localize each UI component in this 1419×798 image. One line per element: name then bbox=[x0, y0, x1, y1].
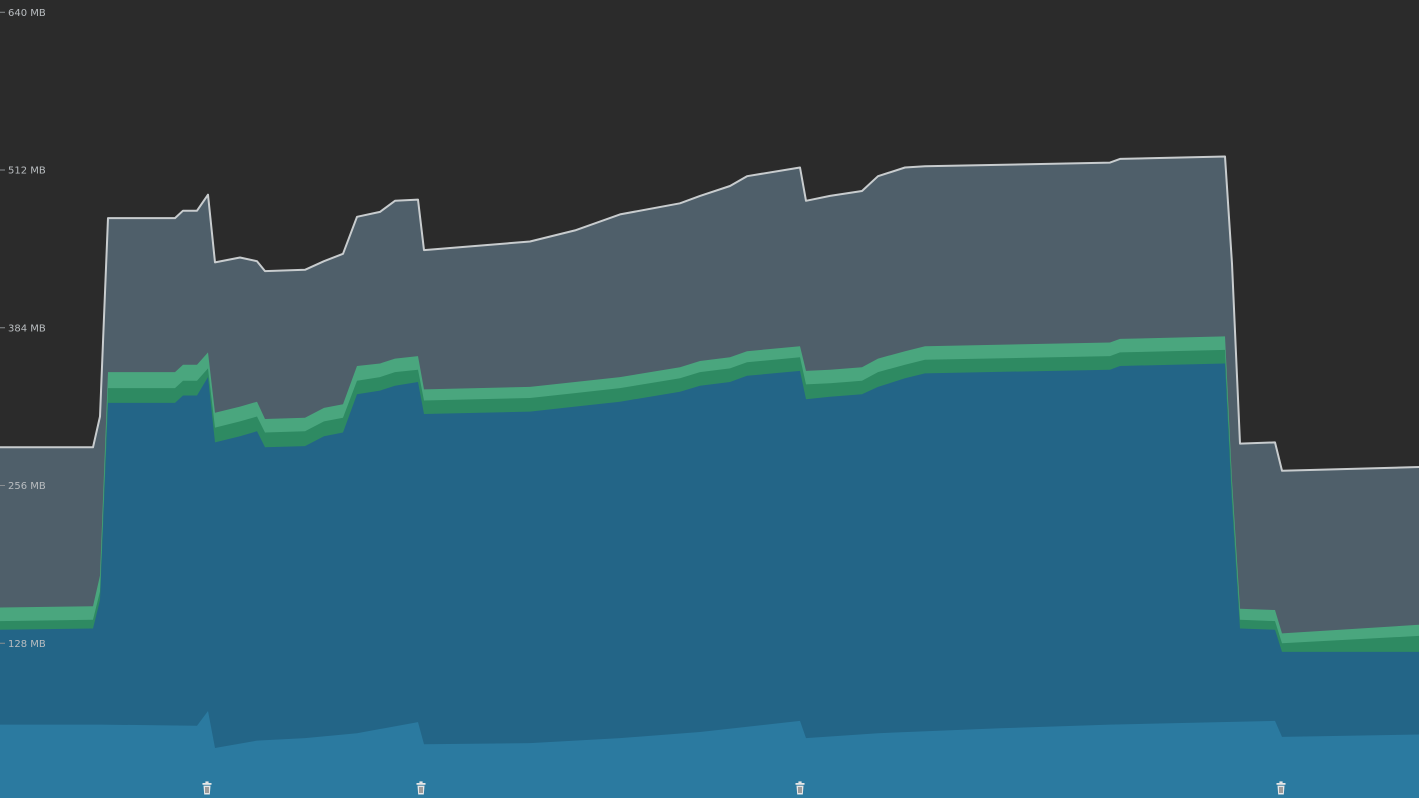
trash-icon-handle bbox=[419, 781, 423, 784]
area-main-blue bbox=[0, 363, 1419, 798]
trash-icon-lid bbox=[795, 783, 805, 785]
total-line bbox=[0, 155, 1419, 472]
trash-icon-handle bbox=[798, 781, 802, 784]
trash-icon[interactable] bbox=[416, 781, 426, 795]
trash-icon[interactable] bbox=[1276, 781, 1286, 795]
trash-icon-body bbox=[796, 785, 804, 795]
trash-icon-body bbox=[1277, 785, 1285, 795]
trash-icon-lid bbox=[1276, 783, 1286, 785]
trash-icon-body bbox=[417, 785, 425, 795]
trash-icon[interactable] bbox=[795, 781, 805, 795]
y-tick-label: 384 MB bbox=[8, 323, 46, 334]
y-tick-label: 640 MB bbox=[8, 8, 46, 19]
trash-icon-handle bbox=[205, 781, 209, 784]
trash-icon-handle bbox=[1279, 781, 1283, 784]
y-axis: 640 MB 512 MB 384 MB 256 MB 128 MB bbox=[0, 8, 46, 650]
area-layers bbox=[0, 155, 1419, 798]
trash-icon-lid bbox=[416, 783, 426, 785]
gc-markers bbox=[202, 781, 1286, 795]
trash-icon[interactable] bbox=[202, 781, 212, 795]
trash-icon-body bbox=[203, 785, 211, 795]
y-tick-label: 512 MB bbox=[8, 166, 46, 177]
trash-icon-lid bbox=[202, 783, 212, 785]
y-tick-label: 256 MB bbox=[8, 481, 46, 492]
area-base-blue bbox=[0, 711, 1419, 798]
y-tick-label: 128 MB bbox=[8, 639, 46, 650]
